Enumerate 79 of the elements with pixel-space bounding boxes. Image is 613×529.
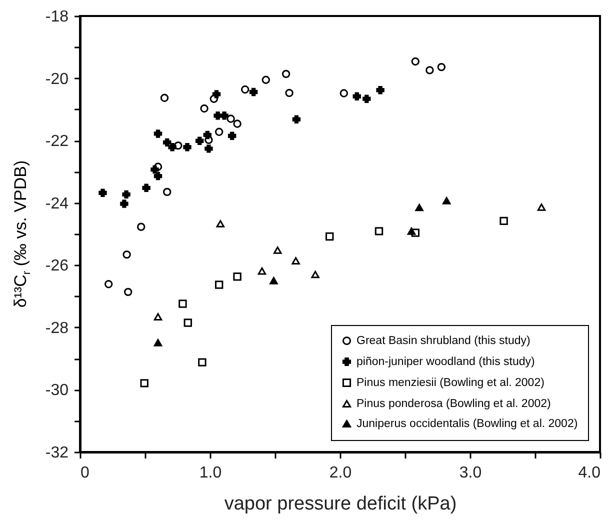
point	[154, 130, 162, 138]
point	[104, 280, 113, 288]
point	[292, 257, 300, 264]
point	[120, 200, 128, 208]
point	[249, 88, 258, 96]
point	[154, 313, 162, 320]
legend-label: Pinus menziesii (Bowling et al. 2002)	[356, 376, 545, 389]
legend-label: Great Basin shrubland (this study)	[356, 334, 531, 347]
point	[340, 89, 348, 98]
point	[178, 300, 187, 308]
point	[162, 188, 172, 196]
point	[442, 197, 451, 204]
point	[226, 114, 235, 123]
point	[214, 112, 222, 120]
point	[216, 220, 225, 228]
y-tick-label: -20	[45, 70, 69, 88]
y-tick-label: -30	[45, 382, 69, 400]
point	[270, 277, 278, 284]
point	[140, 379, 148, 388]
point	[411, 228, 420, 237]
point	[98, 188, 107, 197]
point	[282, 70, 290, 78]
point	[136, 222, 146, 231]
point	[258, 267, 266, 275]
y-tick-label: -24	[45, 195, 69, 212]
point	[160, 94, 169, 102]
point	[437, 62, 446, 72]
y-tick-label: -32	[45, 444, 69, 462]
y-tick-label: -28	[45, 320, 69, 337]
point	[122, 250, 131, 259]
point	[415, 204, 424, 212]
point	[154, 172, 162, 180]
point	[200, 104, 208, 113]
point	[154, 339, 162, 346]
y-tick-label: -18	[45, 8, 69, 26]
legend-label: piñon-juniper woodland (this study)	[356, 356, 536, 368]
point	[311, 270, 320, 278]
point	[142, 184, 150, 192]
y-tick-label: -22	[45, 133, 69, 150]
point	[292, 115, 301, 124]
point	[411, 57, 420, 66]
point	[214, 280, 224, 289]
point	[240, 85, 250, 94]
point	[124, 288, 132, 296]
point	[168, 143, 176, 152]
legend-label: Pinus ponderosa (Bowling et al. 2002)	[356, 398, 552, 410]
point	[233, 120, 242, 128]
x-tick-label: 0	[80, 464, 90, 482]
x-axis-title: vapor pressure deficit (kPa)	[224, 494, 457, 514]
point	[174, 141, 182, 150]
point	[262, 76, 270, 84]
point	[184, 318, 192, 327]
point	[162, 138, 172, 147]
legend-label: Juniperus occidentalis (Bowling et al. 2002)	[356, 418, 578, 430]
point	[198, 358, 206, 366]
point	[537, 204, 546, 211]
point	[233, 272, 242, 281]
point	[285, 88, 294, 98]
point	[210, 94, 218, 103]
point	[352, 92, 362, 100]
point	[220, 112, 228, 120]
x-tick-label: 2.0	[329, 464, 352, 482]
point	[214, 128, 224, 136]
point	[273, 246, 282, 254]
point	[374, 227, 384, 236]
x-tick-label: 3.0	[459, 464, 482, 482]
point	[183, 143, 192, 152]
point	[500, 216, 508, 226]
point	[426, 66, 434, 74]
point	[122, 190, 130, 199]
point	[204, 144, 213, 153]
point	[376, 86, 384, 94]
point	[362, 94, 371, 103]
point	[195, 136, 204, 145]
x-tick-label: 4.0	[578, 464, 601, 482]
y-tick-label: -26	[45, 258, 69, 275]
point	[228, 132, 236, 140]
point	[325, 232, 334, 241]
x-tick-label: 1.0	[199, 464, 222, 482]
